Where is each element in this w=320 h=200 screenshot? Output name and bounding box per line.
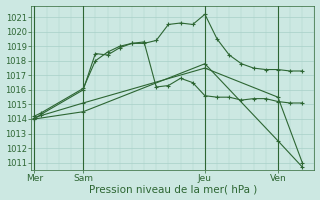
X-axis label: Pression niveau de la mer( hPa ): Pression niveau de la mer( hPa ): [89, 184, 257, 194]
